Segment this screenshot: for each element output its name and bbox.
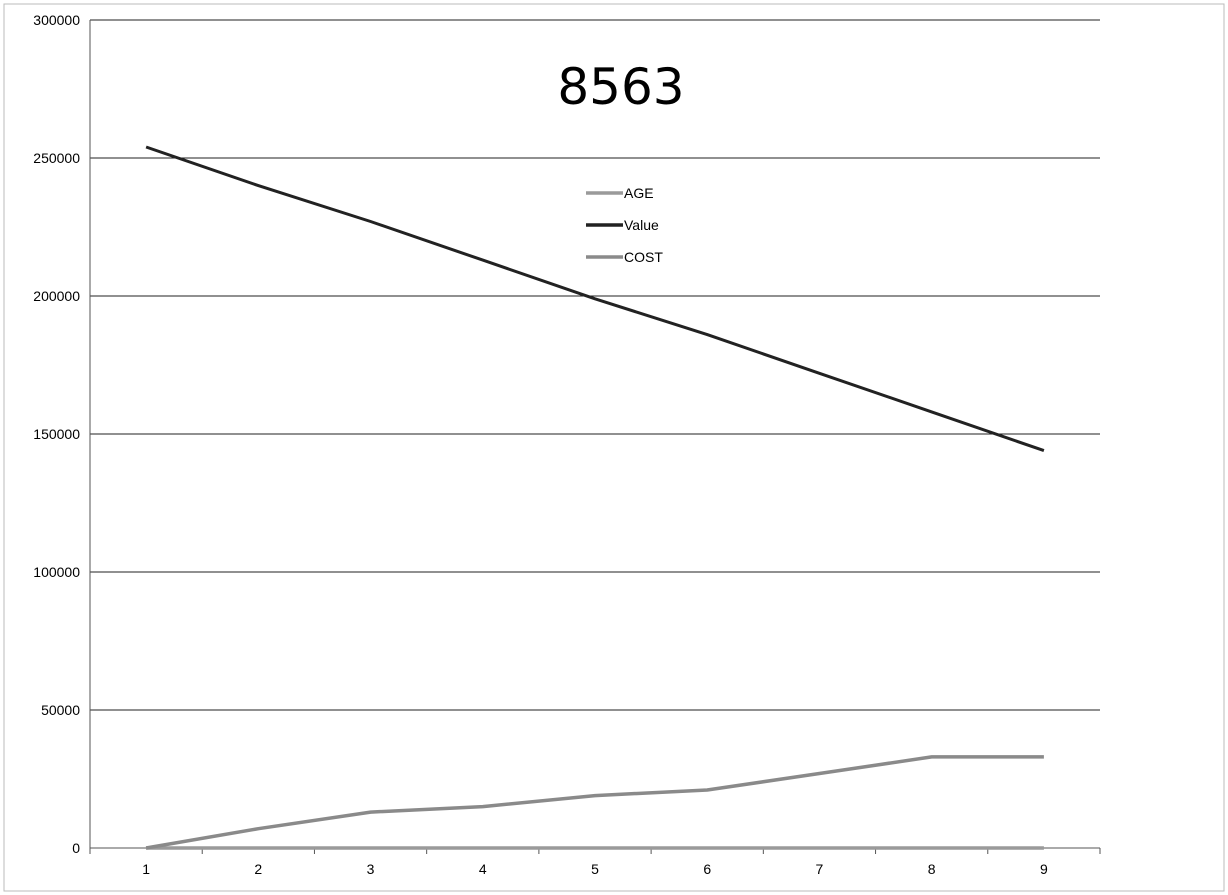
series-line-value (145, 145, 1045, 453)
x-tick-label: 1 (142, 861, 150, 877)
x-tick-label: 2 (254, 861, 262, 877)
y-tick-label: 0 (72, 840, 80, 856)
y-tick-label: 300000 (33, 12, 80, 28)
legend-label-cost: COST (624, 249, 663, 265)
series-lines (145, 145, 1045, 850)
x-tick-label: 5 (591, 861, 599, 877)
gridlines (90, 19, 1100, 849)
legend: AGE Value COST (586, 185, 663, 265)
y-tick-label: 50000 (41, 702, 80, 718)
x-tick-label: 4 (479, 861, 487, 877)
x-tick-labels: 1 2 3 4 5 6 7 8 9 (142, 861, 1048, 877)
x-tick-label: 8 (928, 861, 936, 877)
y-tick-label: 150000 (33, 426, 80, 442)
x-tick-label: 6 (703, 861, 711, 877)
chart-title: 8563 (557, 58, 684, 116)
y-tick-labels: 0 50000 100000 150000 200000 250000 300000 (33, 12, 80, 856)
series-line-cost (145, 755, 1044, 850)
x-tick-label: 7 (816, 861, 824, 877)
legend-label-value: Value (624, 217, 659, 233)
chart-border (3, 3, 1225, 892)
x-tick-label: 9 (1040, 861, 1048, 877)
y-tick-label: 200000 (33, 288, 80, 304)
x-tick-label: 3 (367, 861, 375, 877)
y-tick-label: 100000 (33, 564, 80, 580)
axes (89, 20, 1101, 854)
legend-label-age: AGE (624, 185, 654, 201)
y-tick-label: 250000 (33, 150, 80, 166)
